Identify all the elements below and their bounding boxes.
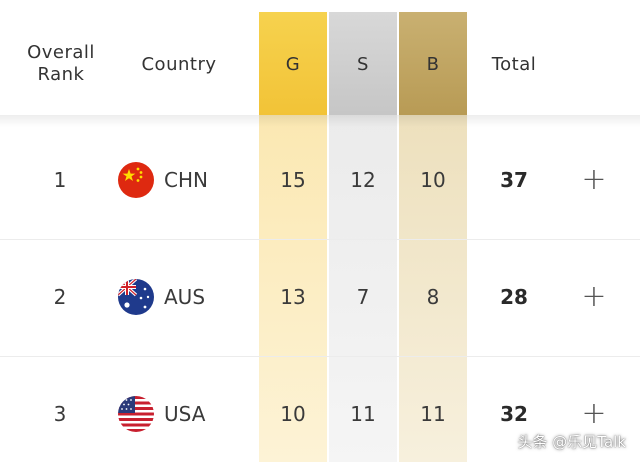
header-gold[interactable]: G xyxy=(285,54,301,75)
silver-count: 12 xyxy=(350,168,376,192)
header-rank-line1: Overall xyxy=(27,42,95,63)
expand-plus-icon[interactable]: + xyxy=(581,162,607,197)
silver-column-header-bg xyxy=(329,12,397,115)
bronze-column-header-bg xyxy=(399,12,467,115)
country-code[interactable]: AUS xyxy=(164,285,206,309)
bronze-column xyxy=(399,12,467,462)
watermark: 头条 @乐见Talk xyxy=(517,433,627,451)
rank-cell: 1 xyxy=(53,168,67,192)
country-code[interactable]: USA xyxy=(164,402,206,426)
header-silver[interactable]: S xyxy=(357,54,369,75)
header-country[interactable]: Country xyxy=(141,54,217,75)
gold-count: 13 xyxy=(280,285,306,309)
expand-plus-icon[interactable]: + xyxy=(581,396,607,431)
total-count: 37 xyxy=(500,168,528,192)
total-count: 32 xyxy=(500,402,528,426)
gold-column-body-bg xyxy=(259,115,327,462)
usa-flag-icon xyxy=(118,396,154,432)
australia-flag-icon xyxy=(118,279,154,315)
gold-column xyxy=(259,12,327,462)
gold-count: 15 xyxy=(280,168,306,192)
header-rank-line2: Rank xyxy=(37,64,85,85)
table-row[interactable]: 2 AUS 13 7 8 28 + xyxy=(0,267,640,327)
bronze-count: 11 xyxy=(420,402,446,426)
country-code[interactable]: CHN xyxy=(164,168,208,192)
bronze-count: 8 xyxy=(426,285,440,309)
silver-count: 7 xyxy=(356,285,370,309)
bronze-column-body-bg xyxy=(399,115,467,462)
table-row[interactable]: 1 CHN 15 12 10 37 + xyxy=(0,150,640,210)
row-divider xyxy=(0,356,640,357)
rank-cell: 3 xyxy=(53,402,67,426)
silver-count: 11 xyxy=(350,402,376,426)
row-divider xyxy=(0,239,640,240)
total-count: 28 xyxy=(500,285,528,309)
header-overall-rank[interactable]: Overall Rank xyxy=(16,42,106,86)
expand-plus-icon[interactable]: + xyxy=(581,279,607,314)
header-total[interactable]: Total xyxy=(491,54,537,75)
silver-column-body-bg xyxy=(329,115,397,462)
china-flag-icon xyxy=(118,162,154,198)
silver-column xyxy=(329,12,397,462)
table-row[interactable]: 3 USA 10 11 xyxy=(0,384,640,444)
header-divider xyxy=(0,115,640,127)
header-bronze[interactable]: B xyxy=(426,54,440,75)
rank-cell: 2 xyxy=(53,285,67,309)
gold-column-header-bg xyxy=(259,12,327,115)
bronze-count: 10 xyxy=(420,168,446,192)
gold-count: 10 xyxy=(280,402,306,426)
